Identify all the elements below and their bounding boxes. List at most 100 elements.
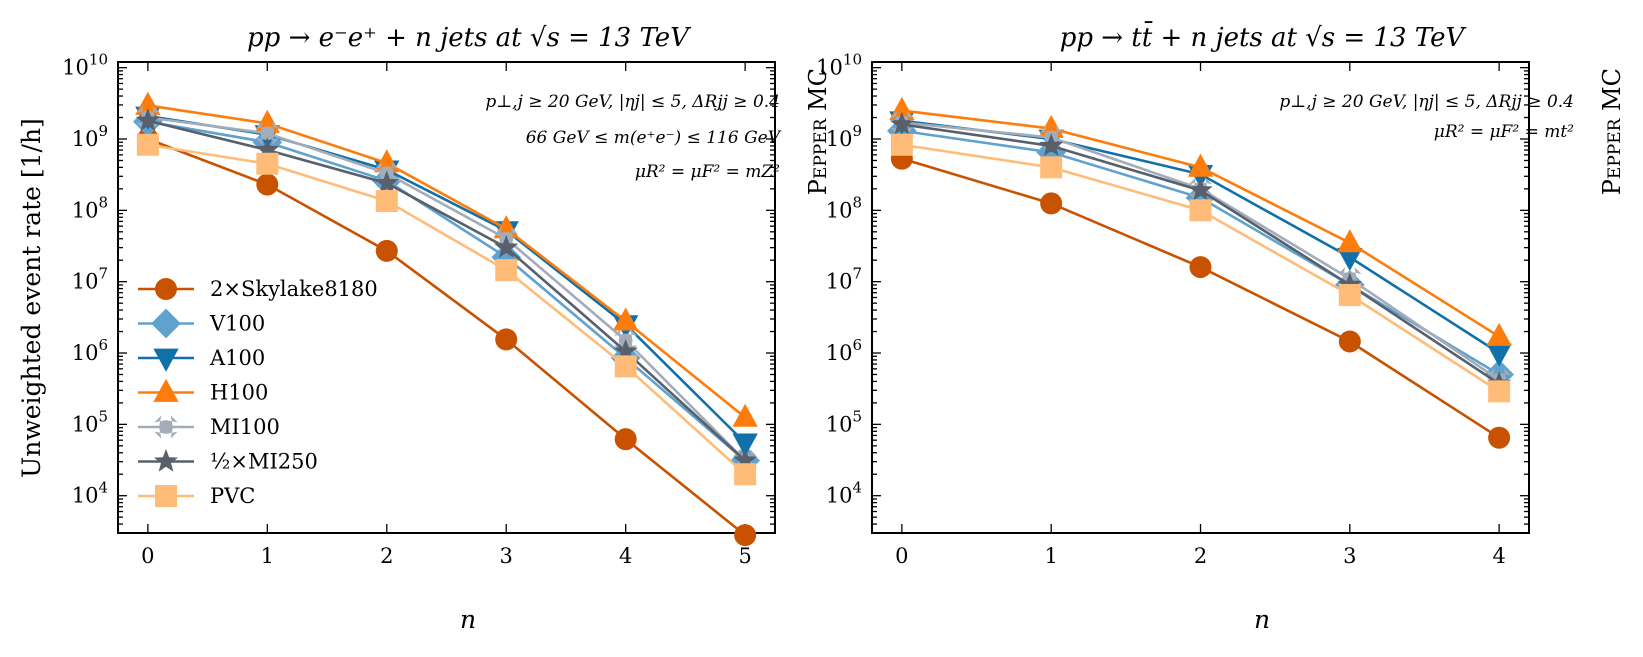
left-series-line-v100	[147, 120, 746, 462]
left-y-tick-label: 105	[72, 407, 108, 436]
left-x-tick-label: 1	[261, 544, 274, 568]
right-series-h100	[889, 96, 1512, 346]
legend-marker-h100	[153, 378, 179, 402]
right-y-tick-label: 106	[826, 336, 862, 365]
right-y-tick-label: 109	[826, 122, 862, 151]
right-data-point-v100	[1185, 182, 1216, 213]
left-y-tick-label: 107	[72, 265, 108, 294]
legend-item-mi100: MI100	[138, 415, 280, 439]
left-data-point-pvc	[256, 152, 279, 175]
right-data-point-dual-skylake8180	[1488, 426, 1511, 449]
left-data-point-mi100	[255, 121, 279, 146]
left-plot-area	[133, 91, 760, 547]
legend: 2×Skylake8180 V100 A100 H100 MI100 ½×MI250 PVC	[138, 277, 378, 508]
left-data-point-pvc	[734, 463, 757, 486]
legend-marker-half-mi250	[153, 448, 179, 472]
right-plot-frame	[871, 61, 1530, 534]
legend-marker-mi100	[154, 415, 178, 439]
legend-item-dual-skylake8180: 2×Skylake8180	[138, 277, 378, 301]
left-data-point-v100	[491, 242, 522, 273]
left-chart-title: pp → e⁻e⁺ + n jets at √s = 13 TeV	[247, 23, 691, 53]
left-data-point-half-mi250	[733, 447, 758, 471]
left-data-point-dual-skylake8180	[614, 428, 637, 451]
right-series-a100	[889, 111, 1512, 367]
left-data-point-half-mi250	[494, 234, 519, 258]
left-data-point-half-mi250	[135, 108, 160, 132]
legend-label-dual-skylake8180: 2×Skylake8180	[210, 277, 378, 301]
left-series-half-mi250	[135, 108, 758, 471]
legend-item-v100: V100	[138, 308, 265, 339]
right-data-point-half-mi250	[1337, 272, 1362, 296]
left-x-tick-label: 4	[619, 544, 632, 568]
left-y-tick-label: 108	[72, 193, 108, 222]
left-data-point-pvc	[136, 133, 159, 156]
right-x-tick-label: 1	[1044, 544, 1057, 568]
right-x-axis-label: n	[1254, 605, 1270, 634]
right-y-tick-label: 107	[826, 265, 862, 294]
right-chart-title: pp → tt̄ + n jets at √s = 13 TeV	[1060, 20, 1467, 53]
left-panel: pp → e⁻e⁺ + n jets at √s = 13 TeV Unweig…	[17, 23, 782, 634]
left-series-line-dual-skylake8180	[147, 137, 746, 537]
right-series-pvc	[890, 133, 1511, 403]
right-data-point-pvc	[1040, 156, 1063, 179]
legend-item-half-mi250: ½×MI250	[138, 448, 318, 474]
right-x-tick-label: 2	[1194, 544, 1207, 568]
right-data-point-a100	[1486, 343, 1512, 367]
right-annotation-cuts: p⊥,j ≥ 20 GeV, |ηj| ≤ 5, ΔRjj ≥ 0.4	[1279, 92, 1574, 112]
left-data-point-h100	[613, 307, 639, 331]
right-data-point-dual-skylake8180	[1338, 330, 1361, 353]
right-data-point-pvc	[1338, 284, 1361, 307]
left-data-point-h100	[732, 403, 758, 427]
left-data-point-pvc	[495, 259, 518, 282]
right-y-tick-label: 108	[826, 193, 862, 222]
right-data-point-h100	[1187, 153, 1214, 177]
right-annotation-scale: μR² = μF² = mt²	[1434, 122, 1574, 142]
left-y-tick-label: 106	[72, 336, 108, 365]
legend-marker-pvc	[155, 485, 177, 507]
legend-label-v100: V100	[209, 312, 265, 336]
left-data-point-dual-skylake8180	[256, 173, 279, 196]
right-data-point-half-mi250	[1188, 177, 1213, 201]
legend-label-a100: A100	[209, 346, 265, 370]
right-data-point-pvc	[1488, 380, 1511, 403]
left-data-point-half-mi250	[613, 338, 638, 362]
right-y-tick-label: 1010	[816, 51, 862, 80]
left-series-line-h100	[147, 104, 746, 419]
right-data-point-dual-skylake8180	[1040, 192, 1063, 215]
left-annotation-cuts: p⊥,j ≥ 20 GeV, |ηj| ≤ 5, ΔRjj ≥ 0.4	[485, 92, 780, 112]
right-series-dual-skylake8180	[890, 147, 1511, 449]
left-series-line-pvc	[147, 143, 747, 476]
left-series-line-mi100	[147, 116, 747, 462]
left-data-point-dual-skylake8180	[495, 328, 518, 351]
left-axes: 104 105 106 107 108 109 1010 0 1 2 3 4 5	[62, 51, 776, 568]
right-data-point-h100	[1337, 229, 1363, 253]
right-x-tick-label: 4	[1492, 544, 1505, 568]
legend-label-half-mi250: ½×MI250	[210, 450, 318, 474]
left-series-line-half-mi250	[147, 119, 747, 462]
left-annotation-mass-window: 66 GeV ≤ m(e⁺e⁻) ≤ 116 GeV	[526, 128, 782, 148]
left-data-point-a100	[732, 433, 758, 457]
left-x-axis-label: n	[460, 605, 476, 634]
legend-marker-a100	[153, 348, 179, 372]
right-y-tick-label: 105	[826, 407, 862, 436]
left-x-tick-label: 5	[738, 544, 751, 568]
left-data-point-dual-skylake8180	[734, 524, 757, 547]
legend-item-pvc: PVC	[138, 484, 255, 508]
right-data-point-half-mi250	[1039, 133, 1064, 157]
left-data-point-dual-skylake8180	[375, 239, 398, 262]
left-y-axis-label: Unweighted event rate [1/h]	[17, 118, 46, 478]
right-series-mi100	[890, 110, 1511, 392]
left-data-point-pvc	[614, 355, 637, 378]
right-plot-area	[887, 96, 1514, 449]
left-data-point-half-mi250	[374, 170, 399, 194]
right-data-point-dual-skylake8180	[1189, 256, 1212, 279]
left-data-point-half-mi250	[255, 137, 280, 161]
left-y-tick-label: 1010	[62, 51, 108, 80]
right-data-point-half-mi250	[889, 111, 914, 135]
left-x-tick-label: 3	[500, 544, 513, 568]
right-data-point-h100	[1038, 114, 1064, 138]
legend-label-mi100: MI100	[210, 415, 280, 439]
right-y-tick-label: 104	[826, 479, 862, 508]
legend-label-pvc: PVC	[210, 484, 255, 508]
